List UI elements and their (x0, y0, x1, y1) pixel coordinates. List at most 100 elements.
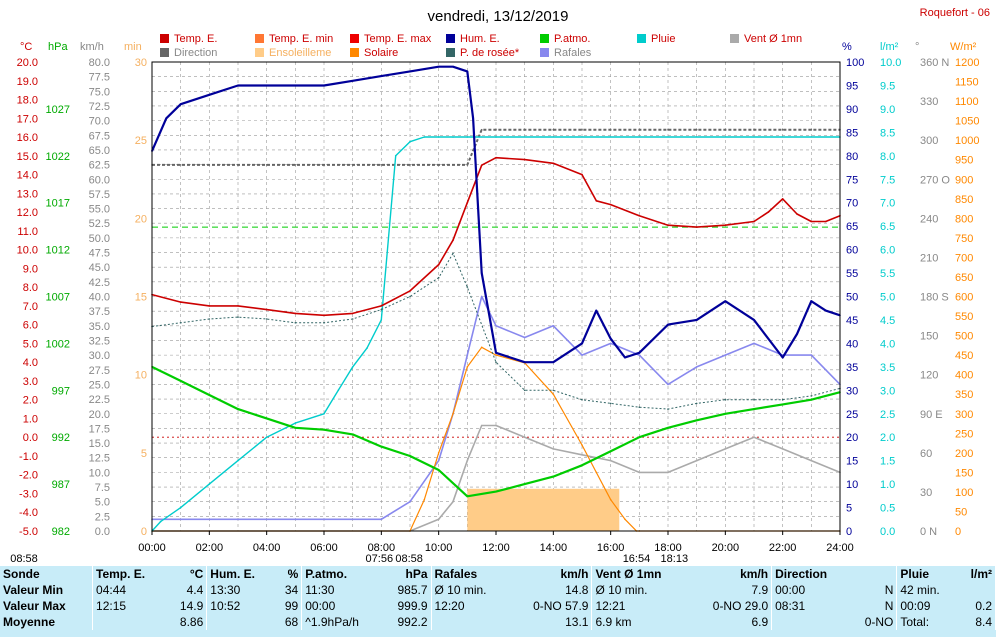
tick-pressure: 997 (52, 385, 70, 397)
tick-solar: 650 (955, 272, 973, 284)
tick-temp: 10.0 (17, 245, 38, 257)
data-point (472, 117, 474, 120)
data-point (824, 220, 827, 223)
x-tick-label: 18:00 (654, 542, 682, 554)
stats-cell: 0-NO 57.9 (509, 598, 593, 614)
data-point (437, 452, 440, 454)
stats-cell: 00:00 (775, 583, 806, 597)
tick-temp: 17.0 (17, 113, 38, 125)
data-point (667, 427, 669, 429)
data-point (667, 408, 669, 410)
data-point (495, 136, 497, 138)
tick-rain: 5.5 (880, 268, 895, 280)
stats-cell: 8.4 (958, 614, 996, 630)
tick-sun: 5 (141, 448, 147, 460)
tick-temp: 3.0 (23, 376, 38, 388)
tick-hum: 35 (846, 362, 858, 374)
data-point (581, 444, 583, 446)
tick-sun: 20 (135, 213, 147, 225)
data-point (824, 309, 827, 312)
data-point (179, 506, 182, 509)
series-p-de-ros-e- (151, 252, 841, 410)
stats-cell: 6.9 km (595, 615, 632, 629)
data-point (159, 520, 162, 523)
data-point (452, 413, 454, 415)
data-point (624, 356, 626, 359)
data-point (294, 427, 297, 429)
station-name: Roquefort - 06 (920, 7, 990, 19)
data-point (581, 354, 583, 356)
data-point (380, 445, 383, 448)
tick-solar: 1050 (955, 116, 979, 128)
tick-wind: 57.5 (89, 189, 110, 201)
stats-cell: 00:09 (900, 599, 931, 613)
data-point (495, 128, 497, 131)
data-point (480, 424, 483, 427)
stats-cell: Ø 10 min. (434, 583, 487, 597)
data-point (495, 156, 497, 159)
tick-pressure: 987 (52, 479, 70, 491)
data-point (265, 318, 268, 320)
tick-dir: 240 (920, 213, 938, 225)
stats-cell: 12:21 (595, 599, 626, 613)
data-point (237, 459, 239, 462)
tick-hum: 80 (846, 151, 858, 163)
tick-rain: 0.0 (880, 526, 895, 538)
tick-dir: 270 O (920, 174, 950, 186)
tick-temp: 5.0 (23, 338, 38, 350)
stats-cell: P.atmo. (305, 567, 348, 581)
stats-cell: ^1.9hPa/h (305, 615, 359, 629)
data-point (452, 65, 454, 68)
tick-hum: 10 (846, 479, 858, 491)
legend: Temp. E. Temp. E. min Temp. E. max Hum. E. P… (160, 33, 802, 59)
data-point (552, 393, 555, 396)
data-point (667, 128, 669, 131)
data-point (409, 70, 411, 73)
legend-label: Temp. E. (174, 33, 217, 45)
stats-cell: 68 (275, 614, 303, 630)
tick-pressure: 1012 (46, 245, 70, 257)
data-point (466, 354, 469, 356)
legend-label: Temp. E. min (269, 33, 333, 45)
data-point (552, 389, 555, 392)
data-point (695, 459, 698, 462)
stats-table: Sonde Temp. E. °C Hum. E.% P.atmo. hPa Rafales… (0, 566, 996, 630)
stats-cell: Pluie (900, 567, 930, 581)
stats-cell: N (849, 598, 898, 614)
tick-rain: 6.5 (880, 221, 895, 233)
data-point (466, 459, 469, 462)
unit-wind: km/h (80, 41, 104, 53)
data-point (609, 459, 612, 462)
tick-solar: 350 (955, 389, 973, 401)
data-point (323, 164, 325, 166)
tick-hum: 50 (846, 292, 858, 304)
data-point (638, 128, 641, 131)
tick-wind: 25.0 (89, 379, 110, 391)
tick-temp: -2.0 (19, 470, 38, 482)
data-point (265, 164, 268, 166)
data-point (437, 518, 440, 521)
data-point (581, 454, 583, 456)
tick-rain: 2.5 (880, 409, 895, 421)
x-tick-label: 06:00 (310, 542, 338, 554)
data-point (351, 80, 354, 82)
series-direction (152, 128, 840, 166)
legend-swatch (637, 34, 646, 43)
data-point (480, 295, 483, 298)
tick-rain: 0.5 (880, 503, 895, 515)
tick-solar: 0 (955, 526, 961, 538)
tick-pressure: 1007 (46, 292, 70, 304)
tick-wind: 37.5 (89, 306, 110, 318)
tick-hum: 30 (846, 385, 858, 397)
tick-wind: 2.5 (95, 511, 110, 523)
data-point (294, 312, 297, 315)
series-rafales (152, 295, 841, 521)
data-point (323, 84, 325, 87)
stats-cell (93, 614, 167, 630)
data-point (179, 380, 182, 382)
data-point (695, 419, 698, 422)
stats-cell: 999.9 (382, 598, 432, 614)
data-point (437, 459, 440, 462)
tick-temp: 20.0 (17, 57, 38, 69)
data-point (265, 436, 268, 439)
